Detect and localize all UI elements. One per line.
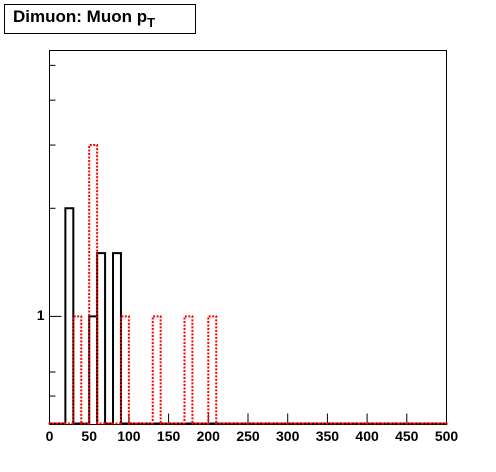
histogram-bin bbox=[119, 315, 130, 425]
histogram-bin bbox=[207, 422, 218, 425]
x-tick-label: 50 bbox=[81, 428, 97, 444]
x-tick-label: 350 bbox=[316, 428, 340, 444]
x-tick-label: 0 bbox=[46, 428, 54, 444]
x-tick-label: 400 bbox=[355, 428, 379, 444]
x-tick-label: 150 bbox=[157, 428, 181, 444]
x-tick-label: 500 bbox=[435, 428, 459, 444]
x-tick-label: 200 bbox=[197, 428, 221, 444]
histogram-bin bbox=[64, 207, 75, 425]
histogram-bin bbox=[183, 422, 194, 425]
y-tick-label: 1 bbox=[37, 307, 45, 323]
histogram-bin bbox=[207, 315, 218, 425]
x-tick-label: 300 bbox=[276, 428, 300, 444]
histogram-bin bbox=[88, 144, 99, 425]
histogram-bin bbox=[151, 315, 162, 425]
histogram-bin bbox=[151, 422, 162, 425]
histogram-bin bbox=[72, 422, 83, 425]
title-box bbox=[4, 4, 196, 34]
x-tick-label: 250 bbox=[236, 428, 260, 444]
title-subscript: T bbox=[147, 15, 155, 30]
x-tick-label: 100 bbox=[117, 428, 141, 444]
histogram-bin bbox=[119, 422, 130, 425]
title-text: Dimuon: Muon p bbox=[13, 7, 147, 26]
chart-title: Dimuon: Muon pT bbox=[13, 7, 155, 30]
x-tick-label: 450 bbox=[395, 428, 419, 444]
histogram-bin bbox=[437, 422, 448, 425]
histogram-bin bbox=[72, 315, 83, 425]
histogram-bin bbox=[183, 315, 194, 425]
